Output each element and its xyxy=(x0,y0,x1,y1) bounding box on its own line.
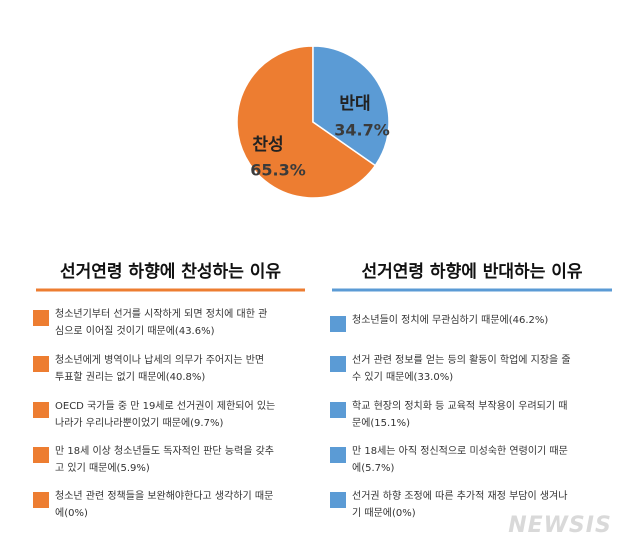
reason-text: OECD 국가들 중 만 19세로 선거권이 제한되어 있는 xyxy=(55,400,275,412)
reason-text: 청소년 관련 정책들을 보완해야한다고 생각하기 때문 xyxy=(55,489,273,502)
reason-text: 만 18세는 아직 정신적으로 미성숙한 연령이기 때문 xyxy=(352,445,568,457)
bullet-square xyxy=(330,447,346,463)
bullet-square xyxy=(330,316,346,332)
bullet-square xyxy=(33,447,49,463)
slice-label: 찬성 xyxy=(252,135,283,155)
reason-text: 투표할 권리는 없기 때문에(40.8%) xyxy=(55,370,205,383)
bullet-square xyxy=(33,356,49,372)
slice-value: 34.7% xyxy=(334,121,390,140)
reason-text: 청소년기부터 선거를 시작하게 되면 정치에 대한 관 xyxy=(55,307,267,320)
reason-text: 만 18세 이상 청소년들도 독자적인 판단 능력을 갖추 xyxy=(55,445,274,457)
slice-label: 반대 xyxy=(339,94,370,114)
bullet-square xyxy=(33,492,49,508)
reason-text: 나라가 우리나라뿐이었기 때문에(9.7%) xyxy=(55,417,223,429)
reason-text: 기 때문에(0%) xyxy=(352,507,416,519)
section-heading: 선거연령 하향에 반대하는 이유 xyxy=(361,261,582,282)
reason-text: 에(5.7%) xyxy=(352,462,395,474)
reason-text: 선거 관련 정보를 얻는 등의 활동이 학업에 지장을 줄 xyxy=(352,353,571,366)
reason-text: 에(0%) xyxy=(55,507,88,519)
watermark: NEWSIS xyxy=(508,513,612,538)
reason-text: 심으로 이어질 것이기 때문에(43.6%) xyxy=(55,325,215,337)
reason-text: 청소년에게 병역이나 납세의 의무가 주어지는 반면 xyxy=(55,354,264,366)
reason-text: 선거권 하향 조정에 따른 추가적 재정 부담이 생겨나 xyxy=(352,489,567,502)
bullet-square xyxy=(33,402,49,418)
pie-slice xyxy=(236,45,377,199)
reason-text: 학교 현장의 정치화 등 교육적 부작용이 우려되기 때 xyxy=(352,400,567,412)
bullet-square xyxy=(330,402,346,418)
reason-text: 수 있기 때문에(33.0%) xyxy=(352,371,453,383)
bullet-square xyxy=(330,356,346,372)
slice-value: 65.3% xyxy=(250,161,306,180)
reason-text: 문에(15.1%) xyxy=(352,417,410,429)
section-heading: 선거연령 하향에 찬성하는 이유 xyxy=(60,261,281,282)
pie-slice xyxy=(312,45,390,167)
bullet-square xyxy=(330,492,346,508)
reason-text: 고 있기 때문에(5.9%) xyxy=(55,462,150,474)
bullet-square xyxy=(33,310,49,326)
reason-text: 청소년들이 정치에 무관심하기 때문에(46.2%) xyxy=(352,313,548,326)
